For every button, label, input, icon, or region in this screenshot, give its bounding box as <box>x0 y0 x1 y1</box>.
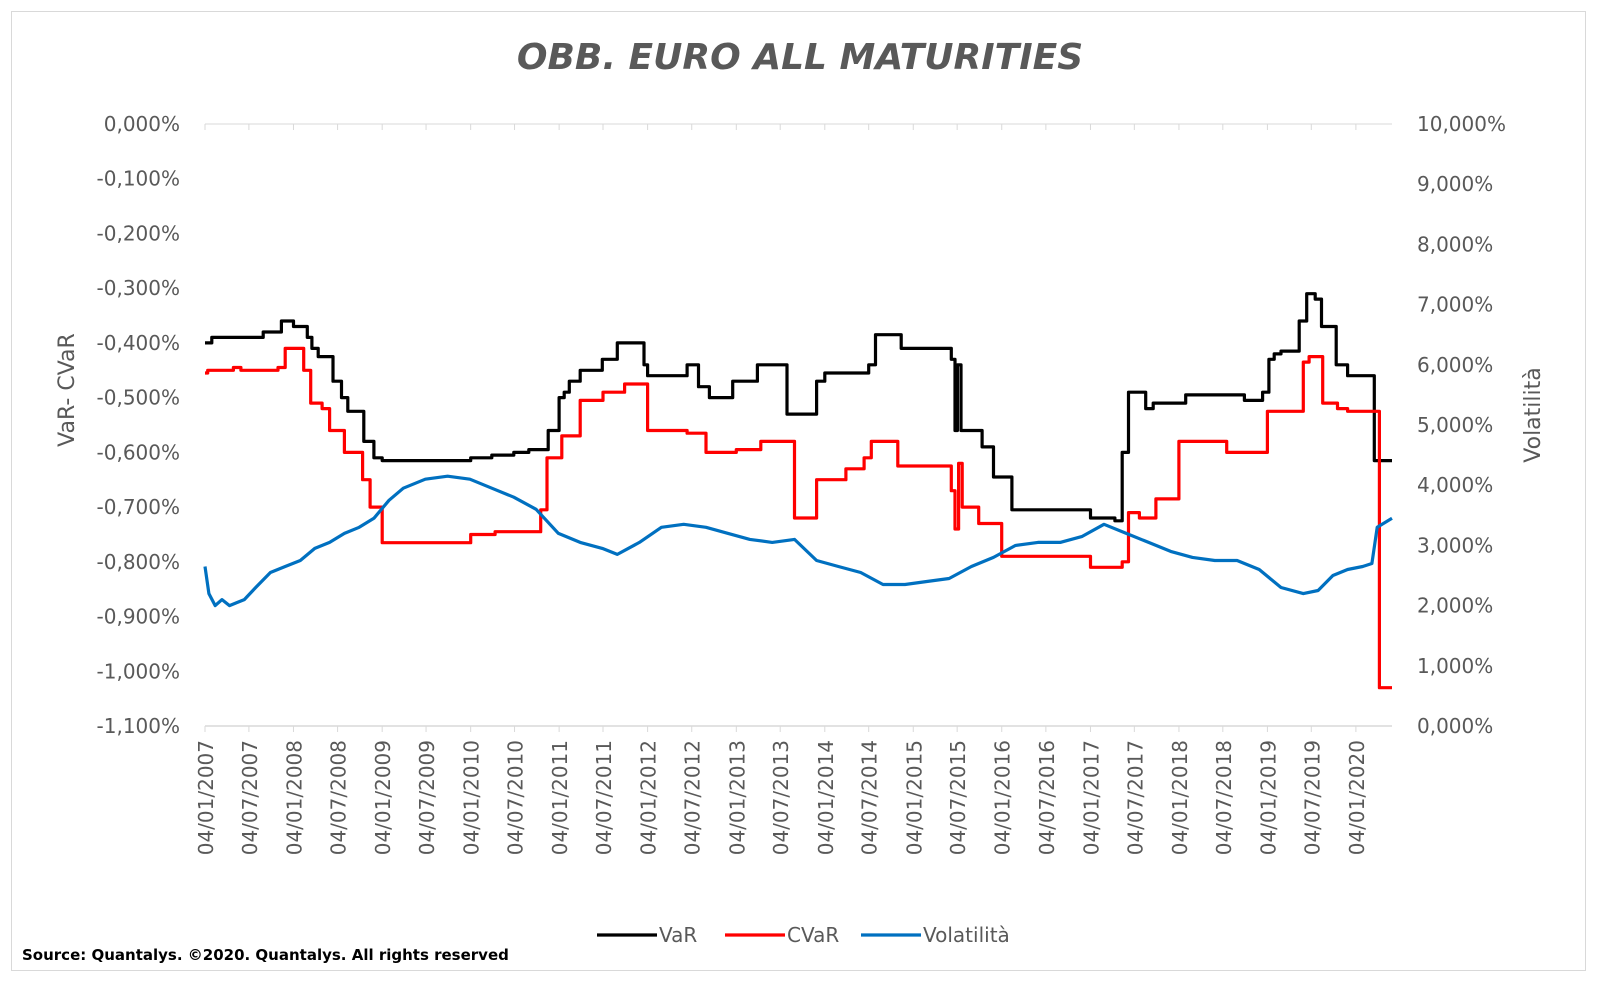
legend-label: Volatilità <box>923 923 1010 947</box>
y-left-tick-label: -0,900% <box>97 605 180 629</box>
x-tick-label: 04/07/2017 <box>1123 740 1147 855</box>
y-left-tick-label: 0,000% <box>104 112 180 136</box>
legend: VaR CVaR Volatilità <box>597 923 1010 947</box>
y-right-tick-label: 5,000% <box>1417 413 1493 437</box>
y-right-tick-label: 0,000% <box>1417 714 1493 738</box>
y-right-tick-label: 4,000% <box>1417 473 1493 497</box>
series-line-volatilit <box>203 474 1393 608</box>
y-right-tick-label: 9,000% <box>1417 172 1493 196</box>
x-tick-label: 04/07/2012 <box>681 740 705 855</box>
x-tick-label: 04/07/2019 <box>1300 740 1324 855</box>
y-axis-left-title: VaR- CVaR <box>55 333 80 447</box>
y-left-tick-label: -0,200% <box>97 221 180 245</box>
series-line-cvar <box>205 346 1392 690</box>
y-left-tick-label: -1,000% <box>97 659 180 683</box>
y-left-tick-label: -1,100% <box>97 714 180 738</box>
axes-layer: 0,000% -0,100% -0,200% -0,300% -0,400% -0,500… <box>97 112 1506 855</box>
x-tick-label: 04/01/2018 <box>1168 740 1192 855</box>
y-right-tick-label: 8,000% <box>1417 232 1493 256</box>
x-tick-label: 04/07/2015 <box>946 740 970 855</box>
chart-title: OBB. EURO ALL MATURITIES <box>516 37 1084 78</box>
y-right-tick-label: 7,000% <box>1417 293 1493 317</box>
x-tick-label: 04/07/2009 <box>415 740 439 855</box>
source-note: Source: Quantalys. ©2020. Quantalys. All… <box>22 946 509 964</box>
x-tick-label: 04/01/2008 <box>282 740 306 855</box>
legend-label: VaR <box>659 923 697 947</box>
x-tick-label: 04/07/2008 <box>327 740 351 855</box>
x-tick-label: 04/01/2011 <box>548 740 572 855</box>
x-tick-label: 04/01/2016 <box>991 740 1015 855</box>
x-tick-label: 04/01/2015 <box>902 740 926 855</box>
series-layer <box>203 292 1393 690</box>
y-right-tick-label: 10,000% <box>1417 112 1506 136</box>
x-tick-label: 04/07/2013 <box>769 740 793 855</box>
x-tick-label: 04/07/2018 <box>1212 740 1236 855</box>
y-right-tick-label: 1,000% <box>1417 654 1493 678</box>
y-left-tick-label: -0,300% <box>97 276 180 300</box>
x-tick-label: 04/07/2016 <box>1035 740 1059 855</box>
y-right-tick-label: 6,000% <box>1417 353 1493 377</box>
chart-frame <box>11 11 1586 971</box>
x-tick-label: 04/01/2017 <box>1079 740 1103 855</box>
x-tick-label: 04/07/2007 <box>238 740 262 855</box>
y-left-tick-label: -0,100% <box>97 167 180 191</box>
x-tick-label: 04/01/2019 <box>1256 740 1280 855</box>
x-tick-label: 04/07/2011 <box>592 740 616 855</box>
x-tick-label: 04/01/2007 <box>194 740 218 855</box>
y-right-tick-label: 2,000% <box>1417 594 1493 618</box>
x-tick-label: 04/01/2013 <box>725 740 749 855</box>
y-right-tick-label: 3,000% <box>1417 533 1493 557</box>
y-axis-right-title: Volatilità <box>1521 367 1546 462</box>
x-tick-label: 04/01/2009 <box>371 740 395 855</box>
x-tick-label: 04/07/2010 <box>504 740 528 855</box>
y-left-tick-label: -0,800% <box>97 550 180 574</box>
x-tick-label: 04/01/2020 <box>1345 740 1369 855</box>
x-tick-label: 04/01/2014 <box>814 740 838 855</box>
y-left-tick-label: -0,400% <box>97 331 180 355</box>
x-tick-label: 04/07/2014 <box>858 740 882 855</box>
x-tick-label: 04/01/2012 <box>637 740 661 855</box>
y-left-tick-label: -0,500% <box>97 386 180 410</box>
legend-label: CVaR <box>787 923 839 947</box>
series-line-var <box>205 292 1392 523</box>
x-tick-label: 04/01/2010 <box>460 740 484 855</box>
y-left-tick-label: -0,700% <box>97 495 180 519</box>
y-left-tick-label: -0,600% <box>97 440 180 464</box>
